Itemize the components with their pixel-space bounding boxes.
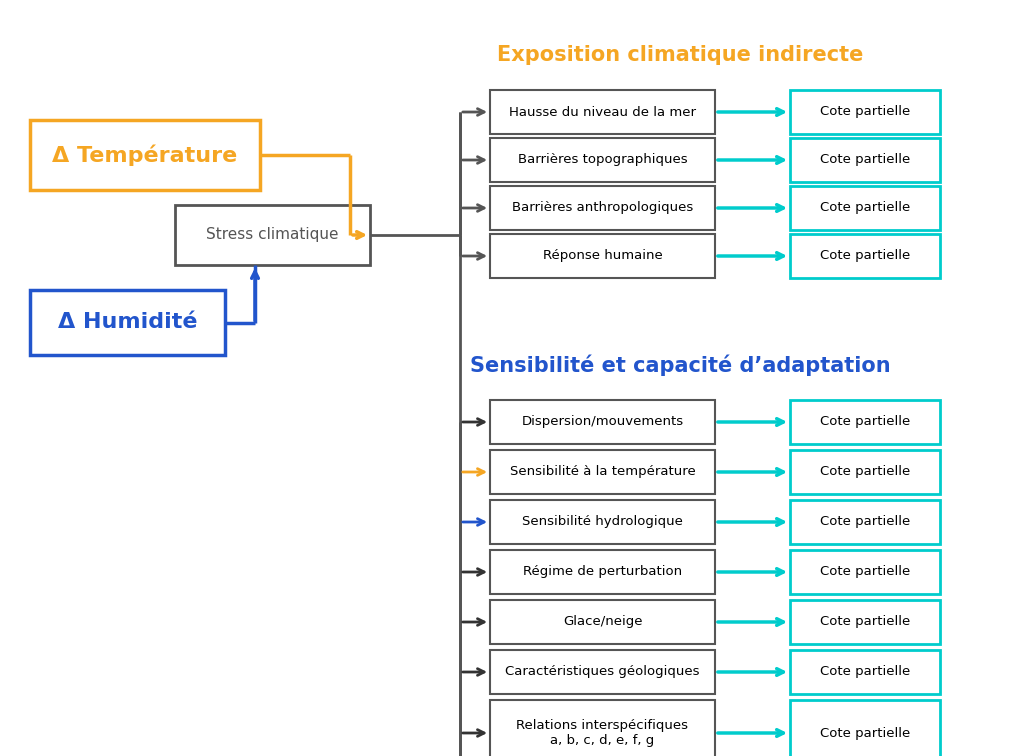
Text: Stress climatique: Stress climatique bbox=[206, 228, 339, 243]
Text: Hausse du niveau de la mer: Hausse du niveau de la mer bbox=[509, 106, 696, 119]
FancyBboxPatch shape bbox=[790, 186, 940, 230]
FancyBboxPatch shape bbox=[790, 650, 940, 694]
FancyBboxPatch shape bbox=[790, 550, 940, 594]
Text: Cote partielle: Cote partielle bbox=[820, 106, 910, 119]
Text: Cote partielle: Cote partielle bbox=[820, 249, 910, 262]
FancyBboxPatch shape bbox=[490, 700, 715, 756]
FancyBboxPatch shape bbox=[490, 550, 715, 594]
FancyBboxPatch shape bbox=[790, 90, 940, 134]
Text: Cote partielle: Cote partielle bbox=[820, 565, 910, 578]
FancyBboxPatch shape bbox=[490, 234, 715, 278]
FancyBboxPatch shape bbox=[490, 400, 715, 444]
FancyBboxPatch shape bbox=[790, 700, 940, 756]
FancyBboxPatch shape bbox=[490, 500, 715, 544]
FancyBboxPatch shape bbox=[490, 90, 715, 134]
FancyBboxPatch shape bbox=[175, 205, 370, 265]
FancyBboxPatch shape bbox=[790, 400, 940, 444]
Text: Δ Température: Δ Température bbox=[52, 144, 238, 166]
FancyBboxPatch shape bbox=[490, 650, 715, 694]
Text: Cote partielle: Cote partielle bbox=[820, 202, 910, 215]
Text: Relations interspécifiques
a, b, c, d, e, f, g: Relations interspécifiques a, b, c, d, e… bbox=[516, 719, 688, 747]
Text: Δ Humidité: Δ Humidité bbox=[57, 312, 198, 333]
FancyBboxPatch shape bbox=[30, 290, 225, 355]
Text: Réponse humaine: Réponse humaine bbox=[543, 249, 663, 262]
Text: Cote partielle: Cote partielle bbox=[820, 416, 910, 429]
FancyBboxPatch shape bbox=[490, 186, 715, 230]
Text: Cote partielle: Cote partielle bbox=[820, 516, 910, 528]
Text: Sensibilité et capacité d’adaptation: Sensibilité et capacité d’adaptation bbox=[470, 355, 890, 376]
FancyBboxPatch shape bbox=[490, 450, 715, 494]
FancyBboxPatch shape bbox=[790, 234, 940, 278]
FancyBboxPatch shape bbox=[790, 600, 940, 644]
Text: Sensibilité hydrologique: Sensibilité hydrologique bbox=[522, 516, 683, 528]
FancyBboxPatch shape bbox=[790, 450, 940, 494]
Text: Dispersion/mouvements: Dispersion/mouvements bbox=[521, 416, 684, 429]
Text: Cote partielle: Cote partielle bbox=[820, 665, 910, 678]
Text: Cote partielle: Cote partielle bbox=[820, 466, 910, 479]
Text: Barrières anthropologiques: Barrières anthropologiques bbox=[512, 202, 693, 215]
FancyBboxPatch shape bbox=[490, 600, 715, 644]
FancyBboxPatch shape bbox=[790, 138, 940, 182]
FancyBboxPatch shape bbox=[30, 120, 260, 190]
FancyBboxPatch shape bbox=[790, 500, 940, 544]
Text: Exposition climatique indirecte: Exposition climatique indirecte bbox=[497, 45, 863, 65]
Text: Cote partielle: Cote partielle bbox=[820, 727, 910, 739]
Text: Cote partielle: Cote partielle bbox=[820, 615, 910, 628]
FancyBboxPatch shape bbox=[490, 138, 715, 182]
Text: Sensibilité à la température: Sensibilité à la température bbox=[510, 466, 695, 479]
Text: Barrières topographiques: Barrières topographiques bbox=[518, 153, 687, 166]
Text: Caractéristiques géologiques: Caractéristiques géologiques bbox=[505, 665, 699, 678]
Text: Cote partielle: Cote partielle bbox=[820, 153, 910, 166]
Text: Glace/neige: Glace/neige bbox=[563, 615, 642, 628]
Text: Régime de perturbation: Régime de perturbation bbox=[523, 565, 682, 578]
